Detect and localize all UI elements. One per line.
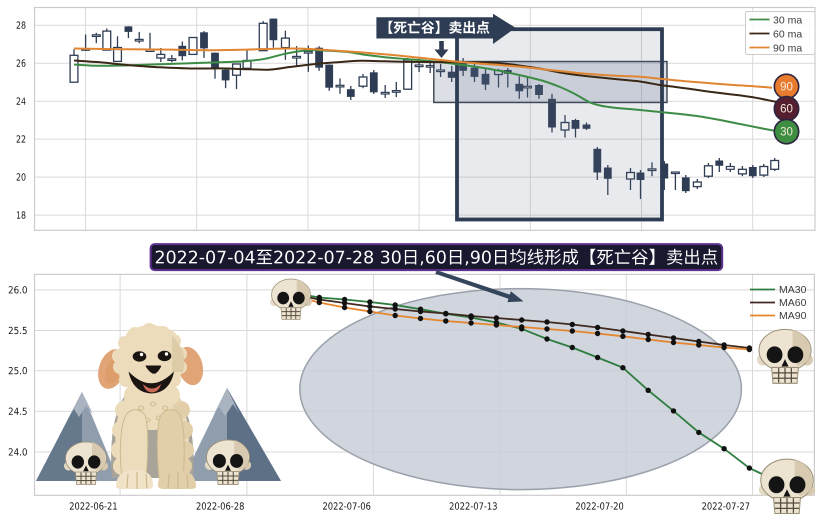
svg-text:MA90: MA90	[779, 310, 807, 322]
svg-text:MA60: MA60	[779, 297, 807, 309]
svg-text:90 ma: 90 ma	[773, 42, 802, 54]
svg-text:60: 60	[780, 104, 793, 116]
svg-text:90: 90	[780, 81, 793, 93]
svg-text:MA30: MA30	[779, 284, 807, 296]
svg-text:30 ma: 30 ma	[773, 14, 802, 26]
svg-text:30: 30	[780, 127, 793, 139]
svg-text:60 ma: 60 ma	[773, 28, 802, 40]
